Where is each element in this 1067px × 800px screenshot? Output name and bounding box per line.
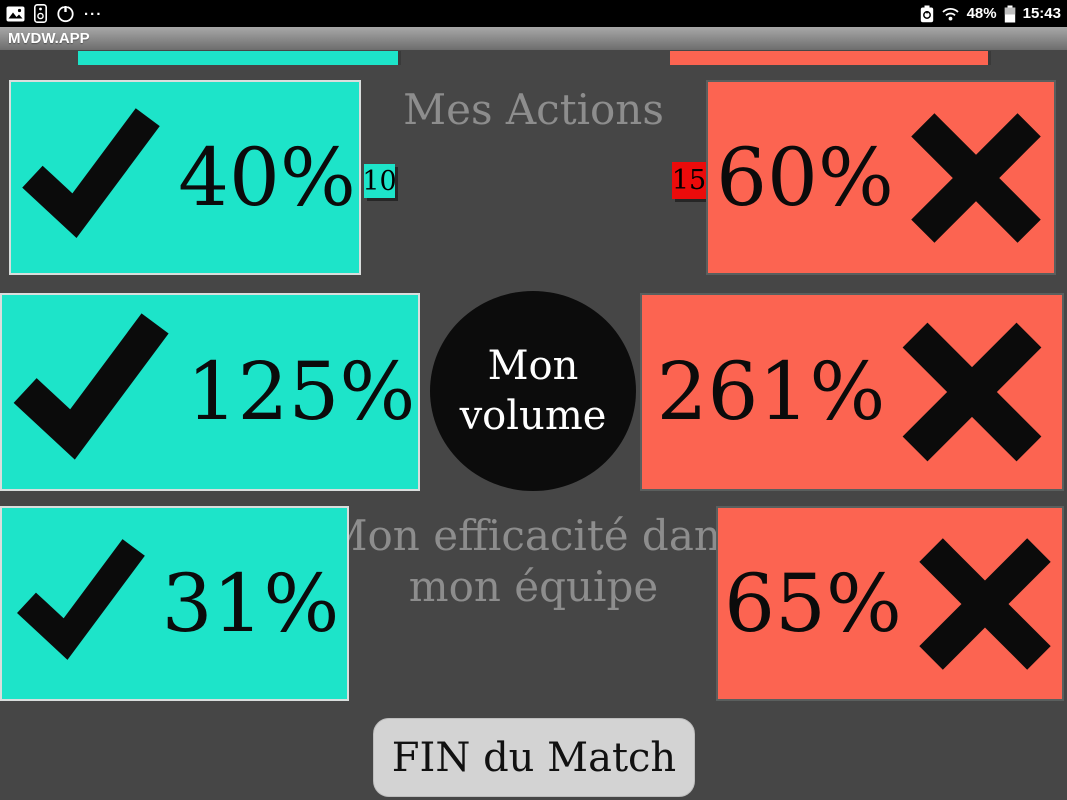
wifi-icon — [941, 8, 959, 21]
status-bar: ... 48% 15:43 — [0, 0, 1067, 27]
actions-success-percent: 40% — [178, 130, 356, 224]
end-match-button-label: FIN du Match — [391, 734, 677, 781]
app-title: MVDW.APP — [8, 30, 90, 47]
efficiency-fail-box[interactable]: 65% — [716, 506, 1064, 701]
actions-label-text: Mes Actions — [403, 85, 664, 134]
fail-count-text: 15 — [671, 165, 707, 196]
actions-success-box[interactable]: 40% — [9, 80, 361, 275]
checkmark-icon — [13, 313, 169, 460]
efficiency-fail-percent: 65% — [724, 556, 902, 650]
battery-percent: 48% — [966, 5, 997, 22]
volume-label-line2: volume — [459, 393, 607, 439]
status-bar-left: ... — [6, 1, 103, 23]
actions-fail-percent: 60% — [716, 130, 894, 224]
success-count-badge: 10 — [362, 164, 397, 198]
volume-label-line1: Mon — [487, 343, 579, 389]
cross-icon — [919, 537, 1051, 670]
checkmark-icon — [22, 107, 160, 238]
end-match-button[interactable]: FIN du Match — [373, 718, 695, 797]
efficiency-success-box[interactable]: 31% — [0, 506, 349, 701]
volume-success-percent: 125% — [186, 345, 416, 438]
efficiency-section-label: Mon efficacité dans mon équipe — [0, 510, 1067, 612]
actions-section-label: Mes Actions — [0, 84, 1067, 135]
efficiency-success-percent: 31% — [161, 556, 340, 650]
battery-saver-icon — [920, 5, 933, 22]
fail-count-badge: 15 — [672, 162, 706, 199]
efficiency-label-line2: mon équipe — [408, 562, 659, 611]
app-bar: MVDW.APP — [0, 27, 1067, 50]
success-count-text: 10 — [362, 165, 397, 197]
battery-icon — [1004, 5, 1015, 22]
volume-circle[interactable]: Mon volume — [430, 291, 636, 491]
fail-bar-partial[interactable] — [670, 51, 991, 65]
speaker-icon — [34, 4, 47, 23]
image-icon — [6, 6, 25, 21]
volume-success-box[interactable]: 125% — [0, 293, 420, 491]
volume-fail-percent: 261% — [656, 345, 886, 438]
cross-icon — [911, 112, 1041, 243]
checkmark-icon — [16, 538, 145, 660]
cross-icon — [902, 322, 1042, 462]
power-icon — [57, 4, 74, 23]
overflow-ellipsis: ... — [84, 1, 103, 19]
status-bar-right: 48% 15:43 — [920, 5, 1061, 23]
volume-fail-box[interactable]: 261% — [640, 293, 1064, 491]
clock-time: 15:43 — [1022, 5, 1061, 22]
actions-fail-box[interactable]: 60% — [706, 80, 1056, 275]
success-bar-partial[interactable] — [78, 51, 401, 65]
efficiency-label-line1: Mon efficacité dans — [324, 511, 743, 560]
